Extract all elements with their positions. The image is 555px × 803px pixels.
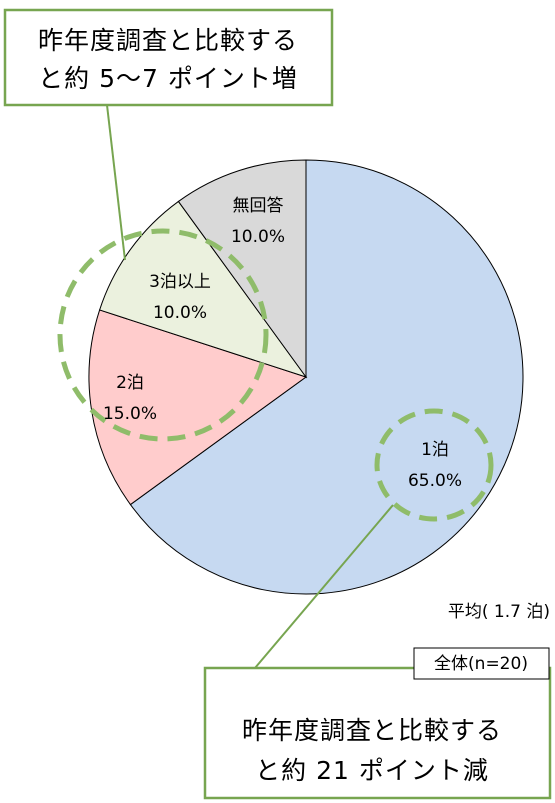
slice-label: 1泊 — [421, 440, 449, 460]
pie-slice — [129, 159, 524, 595]
sample-box — [413, 647, 550, 680]
slice-label: 3泊以上 — [149, 272, 211, 292]
sample: 全体(n=20) — [434, 654, 528, 674]
annotation-text: 昨年度調査と比較する — [38, 26, 298, 55]
highlight-ellipse — [57, 228, 269, 442]
slice-value-label: 10.0% — [153, 303, 207, 323]
annotation-box — [203, 666, 552, 800]
connector — [254, 504, 394, 669]
annotation-text: と約 21 ポイント減 — [255, 756, 489, 785]
pie-slice — [98, 200, 308, 378]
annotation-text: 昨年度調査と比較する — [242, 716, 502, 745]
note: 平均( 1.7 泊) — [448, 602, 550, 622]
slice-value-label: 65.0% — [408, 471, 462, 491]
slice-label: 2泊 — [116, 373, 144, 393]
connector — [106, 104, 126, 261]
annotation-box — [3, 8, 334, 107]
slice-value-label: 15.0% — [103, 404, 157, 424]
pie — [88, 159, 524, 595]
slice-value-label: 10.0% — [231, 227, 285, 247]
slice-label: 無回答 — [233, 196, 284, 216]
annotation-text: と約 5～7 ポイント増 — [38, 64, 298, 93]
highlight-ellipse — [374, 408, 494, 522]
